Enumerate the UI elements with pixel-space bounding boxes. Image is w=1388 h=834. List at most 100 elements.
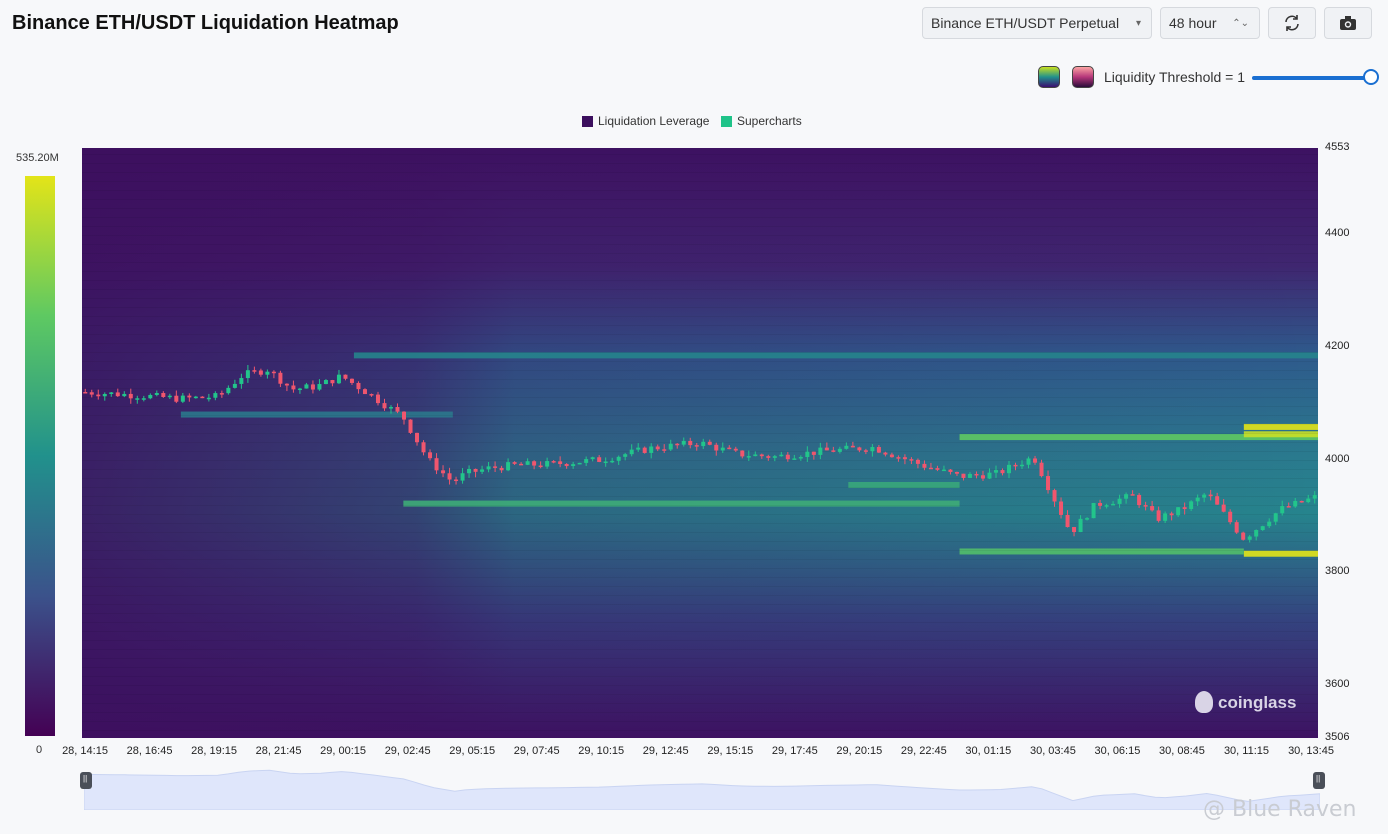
candle-body [506,462,511,471]
heatmap-row-line [82,568,1318,569]
heatmap-row-line [82,289,1318,290]
candle-body [284,383,289,386]
candle-body [532,461,537,466]
candle-body [616,456,621,461]
threshold-slider-track[interactable] [1252,76,1370,80]
liquidation-band [848,481,960,488]
candle-body [948,469,953,472]
heatmap-row-line [82,658,1318,659]
candle-body [252,370,257,372]
legend-label-supercharts: Supercharts [737,114,802,128]
x-tick-label: 28, 14:15 [62,745,108,757]
candle-body [922,463,927,468]
x-tick-label: 30, 06:15 [1094,745,1141,757]
candle-body [837,448,842,452]
heatmap-row-line [82,154,1318,155]
time-navigator[interactable] [84,760,1320,810]
candle-body [681,440,686,445]
caret-down-icon: ▾ [1135,17,1141,29]
heatmap-row-line [82,280,1318,281]
candle-body [954,471,959,474]
candle-body [642,447,647,453]
candle-body [102,394,107,397]
x-tick-label: 28, 19:15 [191,745,237,757]
candle-body [623,454,628,457]
candle-body [1039,462,1044,477]
candle-body [766,456,771,458]
heatmap-row-line [82,460,1318,461]
x-tick-label: 29, 00:15 [320,745,367,757]
heatmap-row-line [82,307,1318,308]
candle-body [636,447,641,450]
candle-body [154,393,159,395]
candle-body [525,461,530,465]
candle-body [1007,464,1011,474]
candle-body [772,456,777,458]
heatmap-row-line [82,433,1318,434]
camera-icon [1340,16,1356,30]
heatmap-row-line [82,334,1318,335]
candle-body [759,454,764,457]
candle-body [746,456,751,458]
candle-body [1176,507,1181,516]
heatmap-time-fade [82,148,1318,738]
range-select[interactable]: 48 hour ⌃⌄ [1160,7,1260,39]
heatmap-row-line [82,514,1318,515]
y-tick-label: 4000 [1325,452,1350,465]
pair-select[interactable]: Binance ETH/USDT Perpetual ▾ [922,7,1152,39]
heatmap-row-line [82,685,1318,686]
x-tick-label: 29, 17:45 [771,745,818,757]
candle-body [362,389,367,395]
y-tick-label: 3506 [1325,731,1350,743]
candle-body [174,395,179,402]
x-tick-label: 29, 15:15 [707,745,754,757]
candle-body [1072,527,1077,533]
candle-body [1208,494,1213,497]
candle-body [675,443,680,446]
candle-body [395,407,400,412]
navigator-left-handle[interactable] [80,772,92,789]
candle-body [558,461,563,465]
candle-body [441,470,446,474]
viridis-palette-swatch[interactable] [1038,66,1060,88]
candle-body [662,449,667,451]
heatmap-row-line [82,469,1318,470]
heatmap-row-line [82,451,1318,452]
heatmap-row-line [82,613,1318,614]
candle-body [798,457,803,459]
candle-body [941,469,946,472]
navigator-right-handle[interactable] [1313,772,1325,789]
candle-body [1260,526,1265,531]
candle-body [688,440,693,446]
x-tick-label: 29, 10:15 [578,745,625,757]
heatmap-row-line [82,559,1318,560]
candle-body [1124,494,1129,499]
heatmap-plot[interactable] [82,148,1318,738]
candle-body [818,447,823,455]
refresh-button[interactable] [1268,7,1316,39]
candle-body [909,459,914,461]
legend-item-supercharts[interactable]: Supercharts [721,114,802,128]
candle-body [857,447,862,451]
candle-body [460,473,465,481]
x-tick-label: 28, 21:45 [255,745,302,757]
magma-palette-swatch[interactable] [1072,66,1094,88]
candle-body [454,479,459,482]
threshold-slider-handle[interactable] [1363,69,1379,85]
heatmap-row-line [82,370,1318,371]
screenshot-button[interactable] [1324,7,1372,39]
candle-body [1195,497,1200,502]
legend-item-leverage[interactable]: Liquidation Leverage [582,114,709,128]
heatmap-row-line [82,397,1318,398]
candle-body [629,449,634,455]
liquidation-band [180,411,453,418]
candle-body [649,446,654,453]
candle-body [343,374,348,379]
candle-body [493,466,498,468]
candle-body [473,468,478,472]
candle-body [1026,458,1031,465]
candle-body [219,393,224,395]
candle-body [356,382,361,390]
candle-body [889,454,894,458]
liquidation-band [403,500,960,507]
